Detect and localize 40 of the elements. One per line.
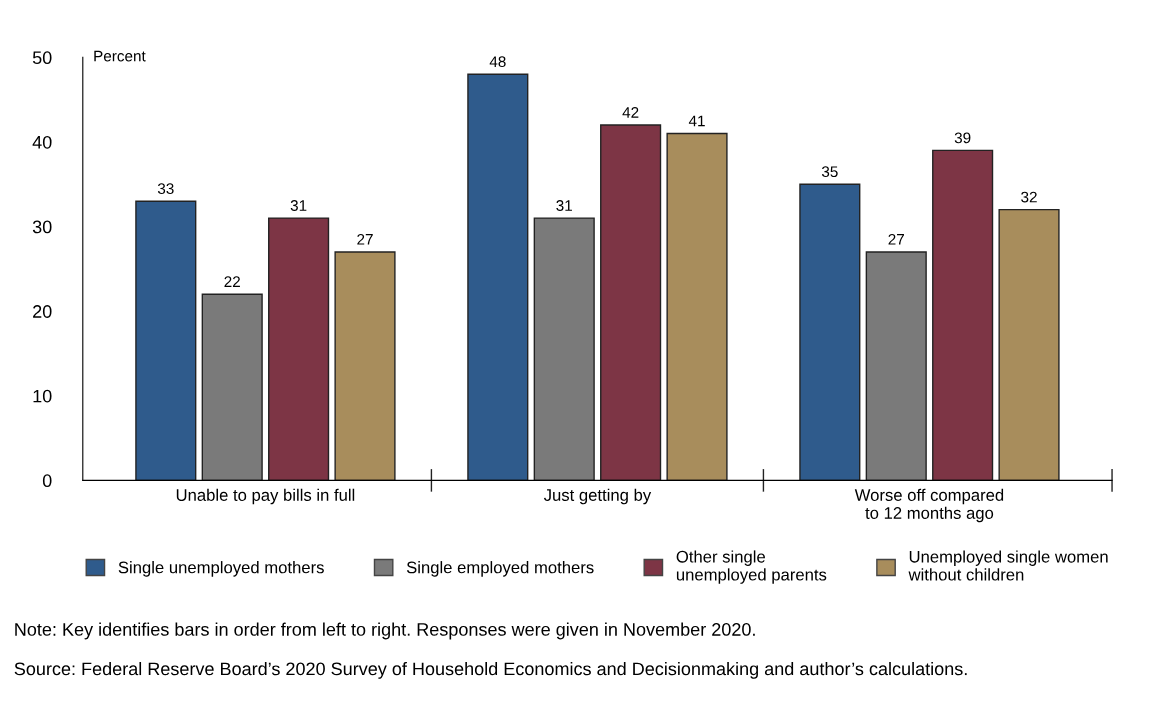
bar xyxy=(998,208,1060,481)
bar xyxy=(268,217,330,481)
bar xyxy=(135,200,197,481)
data-label: 35 xyxy=(821,166,838,178)
bar xyxy=(334,251,396,481)
data-label: 33 xyxy=(157,183,174,194)
legend-label: Single unemployed mothers xyxy=(118,561,324,577)
y-tick-label: 10 xyxy=(33,389,52,403)
y-tick-label: 20 xyxy=(33,305,52,318)
data-label: 22 xyxy=(224,276,240,287)
bar xyxy=(865,251,927,481)
data-label: 27 xyxy=(888,233,904,245)
legend-label: Other single unemployed parents xyxy=(676,550,827,584)
data-label: 27 xyxy=(357,233,373,245)
y-axis-title: Percent xyxy=(94,50,146,62)
bar xyxy=(533,217,595,481)
y-tick-label: 40 xyxy=(32,135,52,149)
text: Note: Key identifies bars in order from left to right. Responses were given in November 2020. xyxy=(15,622,755,640)
bar xyxy=(201,293,263,481)
data-label: 32 xyxy=(1021,191,1037,203)
y-tick-label: 30 xyxy=(32,220,52,234)
x-tick-label: Worse off compared to 12 months ago xyxy=(854,488,1004,523)
data-label: 39 xyxy=(954,132,971,144)
x-tick-label: Just getting by xyxy=(543,488,652,505)
bar xyxy=(799,183,861,481)
legend-label: Unemployed single women without children xyxy=(908,550,1108,581)
data-label: 42 xyxy=(622,107,639,118)
data-label: 31 xyxy=(556,200,572,211)
data-label: 31 xyxy=(290,200,307,211)
data-label: 48 xyxy=(489,56,506,68)
data-label: 41 xyxy=(688,115,705,127)
bar xyxy=(467,73,529,481)
bar xyxy=(932,149,994,481)
bar xyxy=(666,132,728,481)
source-note: Source: Federal Reserve Board’s 2020 Survey of Household Economics and Decisionmaking and author’s calculations. xyxy=(14,661,967,679)
x-tick-label: Unable to pay bills in full xyxy=(176,488,355,505)
y-tick-label: 0 xyxy=(42,474,52,488)
bar xyxy=(600,124,662,481)
y-tick-label: 50 xyxy=(32,51,52,65)
legend-label: Single employed mothers xyxy=(406,561,594,577)
